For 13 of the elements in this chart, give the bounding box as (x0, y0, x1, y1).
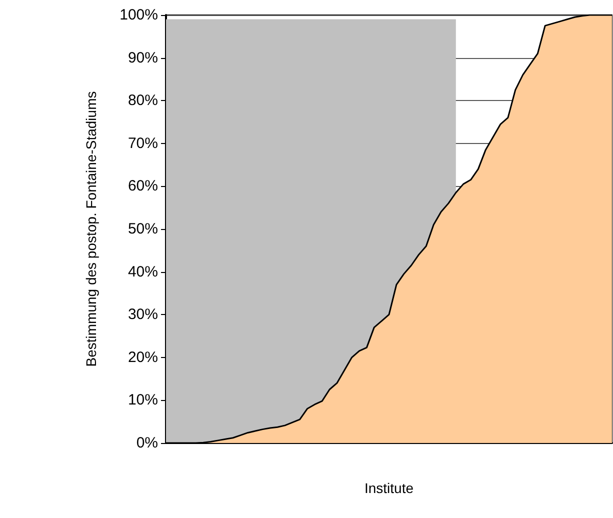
y-tick-label: 30% (128, 306, 158, 324)
y-tick-label: 40% (128, 263, 158, 280)
y-tick-label: 0% (136, 434, 158, 452)
y-tick-label: 90% (128, 49, 158, 66)
y-tick-label: 100% (120, 6, 158, 24)
y-tick-label: 60% (128, 178, 158, 195)
y-tick-label: 50% (128, 220, 158, 238)
y-axis-title: Bestimmung des postop. Fontaine-Stadiums (83, 91, 99, 367)
y-tick-label: 80% (128, 92, 158, 110)
y-tick-label: 10% (128, 392, 158, 409)
x-axis-title: Institute (364, 480, 414, 496)
y-tick-label: 70% (128, 134, 158, 152)
y-tick-label: 20% (128, 348, 158, 366)
